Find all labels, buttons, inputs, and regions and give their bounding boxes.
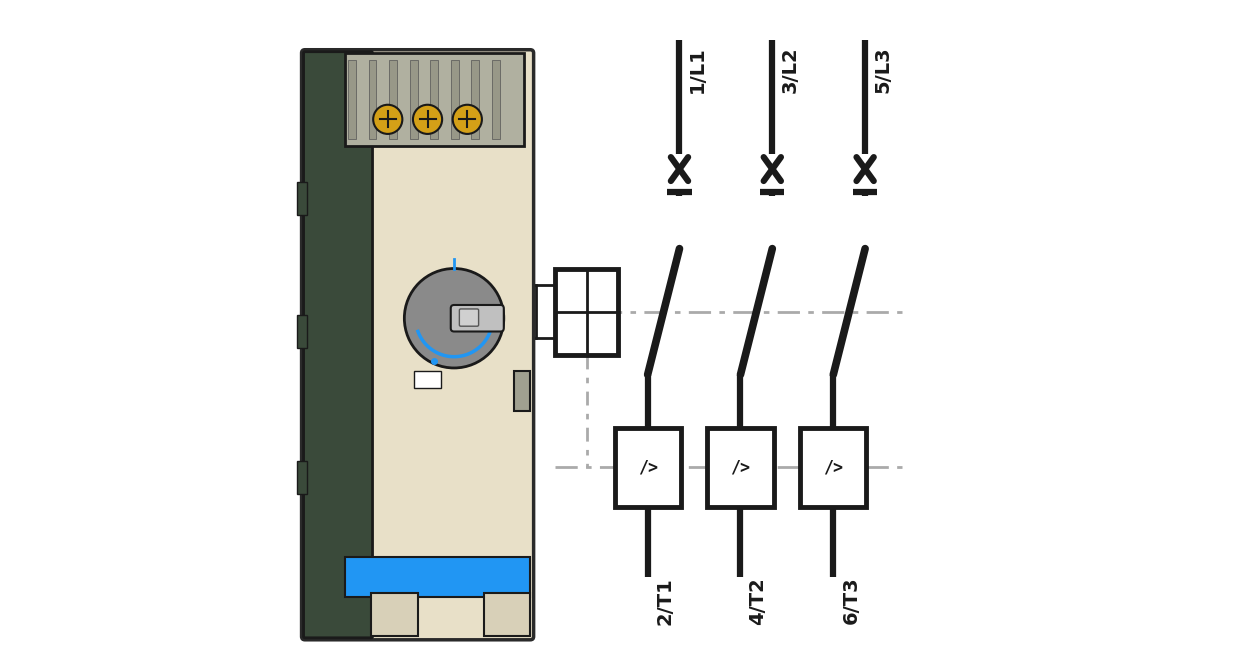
Bar bbox=[414, 371, 441, 388]
Bar bbox=[297, 461, 307, 494]
Bar bbox=[430, 60, 438, 139]
Bar bbox=[345, 557, 530, 597]
Circle shape bbox=[404, 269, 504, 368]
Text: 6/T3: 6/T3 bbox=[841, 577, 861, 625]
Text: 4/T2: 4/T2 bbox=[748, 577, 767, 625]
FancyBboxPatch shape bbox=[451, 305, 504, 332]
Text: />: /> bbox=[637, 458, 657, 477]
Text: 5/L3: 5/L3 bbox=[873, 46, 893, 93]
Circle shape bbox=[453, 105, 482, 134]
Bar bbox=[614, 428, 681, 507]
Bar bbox=[514, 371, 530, 411]
Bar bbox=[390, 60, 397, 139]
Bar bbox=[348, 60, 356, 139]
FancyBboxPatch shape bbox=[302, 50, 534, 640]
Bar bbox=[492, 60, 499, 139]
Text: 3/L2: 3/L2 bbox=[780, 46, 799, 93]
Bar bbox=[451, 60, 459, 139]
Circle shape bbox=[374, 105, 402, 134]
Bar bbox=[800, 428, 867, 507]
Text: />: /> bbox=[730, 458, 751, 477]
Bar bbox=[297, 315, 307, 348]
FancyBboxPatch shape bbox=[303, 52, 372, 638]
FancyBboxPatch shape bbox=[460, 309, 478, 326]
Bar bbox=[371, 593, 418, 636]
Bar bbox=[708, 428, 773, 507]
Bar bbox=[471, 60, 480, 139]
Text: 2/T1: 2/T1 bbox=[656, 577, 674, 625]
Circle shape bbox=[413, 105, 443, 134]
Text: />: /> bbox=[824, 458, 843, 477]
Bar bbox=[483, 593, 530, 636]
Bar bbox=[409, 60, 418, 139]
Bar bbox=[297, 182, 307, 215]
Bar bbox=[369, 60, 376, 139]
Bar bbox=[345, 53, 524, 146]
Text: 1/L1: 1/L1 bbox=[688, 46, 707, 93]
Bar bbox=[555, 269, 619, 355]
